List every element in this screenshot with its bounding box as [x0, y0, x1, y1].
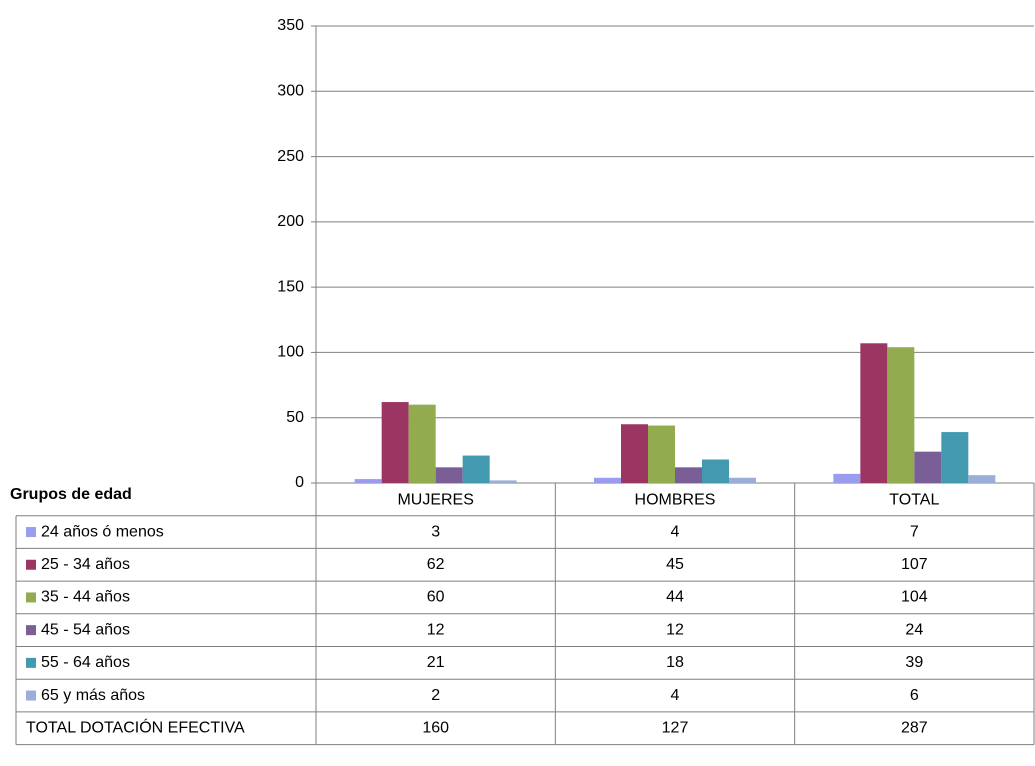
table-value: 60 — [427, 589, 445, 606]
y-tick-label: 250 — [277, 148, 304, 165]
x-tick-label: MUJERES — [397, 492, 473, 509]
legend-swatch — [26, 625, 36, 636]
table-value: 24 — [905, 621, 923, 638]
table-value: 4 — [671, 687, 680, 704]
bar — [489, 480, 517, 483]
bar — [675, 467, 702, 483]
bar — [594, 477, 621, 483]
table-value: 4 — [671, 523, 680, 540]
table-value: 3 — [431, 523, 440, 540]
bar — [887, 347, 915, 483]
table-value: 7 — [910, 523, 919, 540]
legend-swatch — [26, 690, 36, 701]
bar — [968, 475, 996, 483]
total-label: TOTAL DOTACIÓN EFECTIVA — [26, 717, 245, 736]
legend-label: 35 - 44 años — [41, 589, 130, 606]
bar — [621, 424, 648, 483]
y-tick-label: 300 — [277, 83, 304, 100]
table-value: 21 — [427, 654, 445, 671]
legend-label: 45 - 54 años — [41, 621, 130, 638]
x-tick-label: HOMBRES — [635, 492, 716, 509]
legend-label: 25 - 34 años — [41, 556, 130, 573]
table-value: 12 — [666, 621, 684, 638]
legend-swatch — [26, 559, 36, 570]
bar — [354, 479, 382, 483]
table-value: 44 — [666, 589, 684, 606]
y-tick-label: 50 — [286, 409, 304, 426]
table-value: 107 — [901, 556, 928, 573]
table-value: 39 — [905, 654, 923, 671]
table-value: 18 — [666, 654, 684, 671]
total-value: 287 — [901, 719, 928, 736]
bar — [648, 425, 675, 483]
bar — [914, 451, 942, 483]
bar — [833, 473, 861, 483]
bar — [941, 432, 969, 483]
y-tick-label: 350 — [277, 17, 304, 34]
table-value: 12 — [427, 621, 445, 638]
legend-label: 55 - 64 años — [41, 654, 130, 671]
legend-label: 24 años ó menos — [41, 523, 164, 540]
bar — [729, 477, 756, 483]
bar — [408, 404, 436, 483]
legend-swatch — [26, 657, 36, 668]
legend-swatch — [26, 527, 36, 538]
total-value: 160 — [422, 719, 449, 736]
x-tick-label: TOTAL — [889, 492, 939, 509]
legend-label: 65 y más años — [41, 687, 145, 704]
bar — [381, 402, 409, 483]
table-value: 45 — [666, 556, 684, 573]
y-tick-label: 200 — [277, 213, 304, 230]
legend-swatch — [26, 592, 36, 603]
bar — [435, 467, 463, 483]
y-tick-label: 0 — [295, 474, 304, 491]
table-value: 2 — [431, 687, 440, 704]
total-value: 127 — [662, 719, 689, 736]
bar — [462, 455, 490, 483]
bar — [702, 459, 729, 483]
bar — [860, 343, 888, 483]
table-value: 104 — [901, 589, 928, 606]
table-value: 6 — [910, 687, 919, 704]
table-value: 62 — [427, 556, 445, 573]
y-tick-label: 150 — [277, 278, 304, 295]
legend-title: Grupos de edad — [10, 486, 132, 503]
y-tick-label: 100 — [277, 344, 304, 361]
